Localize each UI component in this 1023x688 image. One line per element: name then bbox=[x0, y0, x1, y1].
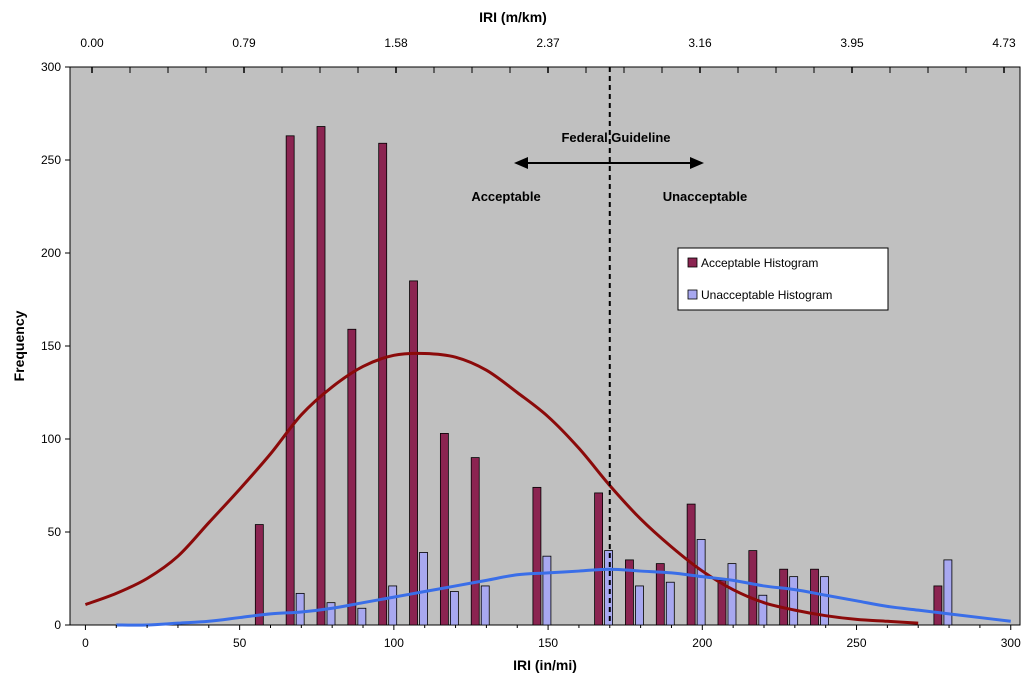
top-tick-label: 3.16 bbox=[688, 36, 712, 50]
legend-swatch-acceptable bbox=[687, 257, 698, 268]
y-tick-label: 200 bbox=[41, 246, 61, 260]
unacceptable-bar bbox=[449, 591, 459, 626]
unacceptable-bar bbox=[758, 594, 768, 626]
top-tick-label: 1.58 bbox=[384, 36, 408, 50]
unacceptable-bar bbox=[727, 563, 737, 626]
unacceptable-bar bbox=[388, 585, 398, 626]
unacceptable-bar bbox=[696, 539, 706, 626]
acceptable-bar bbox=[470, 457, 480, 626]
acceptable-bar bbox=[254, 524, 264, 626]
unacceptable-bar bbox=[357, 607, 367, 626]
acceptable-bar bbox=[316, 126, 326, 626]
y-tick-label: 300 bbox=[41, 60, 61, 74]
top-tick-label: 0.00 bbox=[80, 36, 104, 50]
top-tick-label: 3.95 bbox=[840, 36, 864, 50]
unacceptable-bar bbox=[480, 585, 490, 626]
top-tick-label: 4.73 bbox=[992, 36, 1016, 50]
unacceptable-distribution-curve bbox=[116, 567, 1011, 627]
x-tick-label: 50 bbox=[233, 636, 247, 650]
acceptable-bar bbox=[717, 579, 727, 626]
y-tick-label: 50 bbox=[48, 525, 62, 539]
acceptable-bar bbox=[655, 563, 665, 626]
x-tick-label: 100 bbox=[384, 636, 404, 650]
acceptable-bar bbox=[933, 585, 943, 626]
acceptable-bar bbox=[347, 328, 357, 626]
y-tick-label: 0 bbox=[54, 618, 61, 632]
x-tick-label: 0 bbox=[82, 636, 89, 650]
acceptable-distribution-curve bbox=[84, 351, 919, 625]
acceptable-bar bbox=[748, 550, 758, 626]
top-axis-label: IRI (m/km) bbox=[479, 9, 547, 25]
legend-label-acceptable: Acceptable Histogram bbox=[701, 256, 818, 270]
legend-box bbox=[677, 247, 889, 311]
legend: Acceptable Histogram Unacceptable Histog… bbox=[677, 247, 889, 311]
x-tick-label: 200 bbox=[692, 636, 712, 650]
legend-swatch-unacceptable bbox=[687, 289, 698, 300]
y-tick-label: 100 bbox=[41, 432, 61, 446]
unacceptable-bar bbox=[665, 581, 675, 626]
top-tick-label: 2.37 bbox=[536, 36, 560, 50]
arrow-right-icon bbox=[690, 157, 704, 169]
acceptable-bar bbox=[285, 135, 295, 626]
acceptable-bar bbox=[439, 433, 449, 626]
x-axis-label: IRI (in/mi) bbox=[513, 657, 577, 673]
x-tick-label: 250 bbox=[847, 636, 867, 650]
acceptable-bar bbox=[810, 568, 819, 626]
acceptable-bar bbox=[625, 559, 634, 626]
unacceptable-bar bbox=[419, 552, 428, 626]
plot-area bbox=[69, 66, 1021, 626]
x-tick-label: 300 bbox=[1001, 636, 1021, 650]
unacceptable-label: Unacceptable bbox=[663, 189, 748, 204]
unacceptable-bar bbox=[635, 585, 644, 626]
curves-layer bbox=[84, 351, 1011, 627]
x-tick-label: 150 bbox=[538, 636, 558, 650]
unacceptable-bar bbox=[789, 576, 799, 626]
unacceptable-bar bbox=[326, 602, 336, 626]
unacceptable-bar bbox=[943, 559, 953, 626]
acceptable-bar bbox=[409, 280, 418, 626]
y-tick-label: 250 bbox=[41, 153, 61, 167]
top-tick-label: 0.79 bbox=[232, 36, 256, 50]
arrow-left-icon bbox=[514, 157, 528, 169]
guideline-label: Federal Guideline bbox=[561, 130, 670, 145]
acceptable-bar bbox=[594, 492, 604, 626]
unacceptable-bar bbox=[820, 576, 829, 626]
axes-layer: 0 50 100 150 200 250 300 0 50 100 150 200 250 300 0.00… bbox=[41, 36, 1021, 650]
unacceptable-bar bbox=[295, 592, 305, 626]
unacceptable-bar bbox=[604, 550, 614, 626]
unacceptable-bar bbox=[542, 555, 552, 626]
guideline-layer bbox=[514, 67, 704, 625]
acceptable-bar bbox=[779, 568, 789, 626]
acceptable-bar bbox=[378, 142, 388, 626]
y-axis-label: Frequency bbox=[11, 310, 27, 381]
acceptable-label: Acceptable bbox=[471, 189, 540, 204]
y-tick-label: 150 bbox=[41, 339, 61, 353]
acceptable-bar bbox=[532, 486, 542, 626]
legend-label-unacceptable: Unacceptable Histogram bbox=[701, 288, 832, 302]
